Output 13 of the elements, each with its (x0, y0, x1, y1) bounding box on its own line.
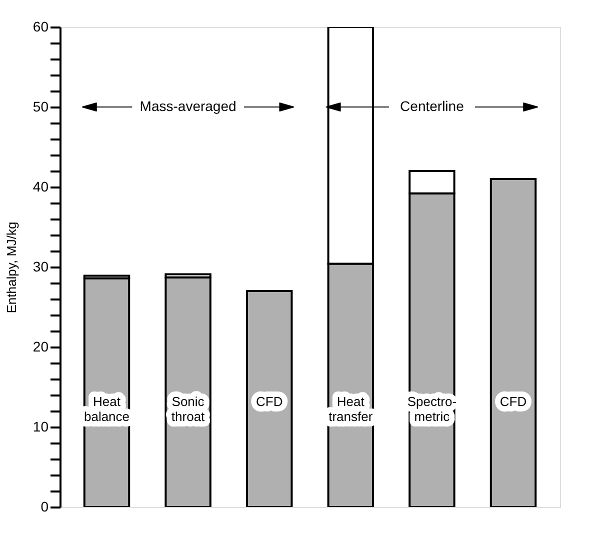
y-tick-label: 0 (40, 498, 49, 514)
y-tick-label: 30 (32, 258, 49, 274)
y-tick-label: 20 (32, 338, 49, 354)
y-tick-label: 50 (32, 98, 49, 114)
annotation: Mass-averaged (140, 98, 236, 114)
x-tick-label: CFD (500, 394, 527, 409)
y-axis-title: Enthalpy, MJ/kg (4, 222, 19, 314)
bar (490, 178, 537, 507)
y-tick-label: 60 (32, 18, 49, 34)
bar (246, 290, 293, 507)
y-tick-label: 10 (32, 418, 49, 434)
y-tick-label: 40 (32, 178, 49, 194)
annotation: Centerline (400, 98, 464, 114)
